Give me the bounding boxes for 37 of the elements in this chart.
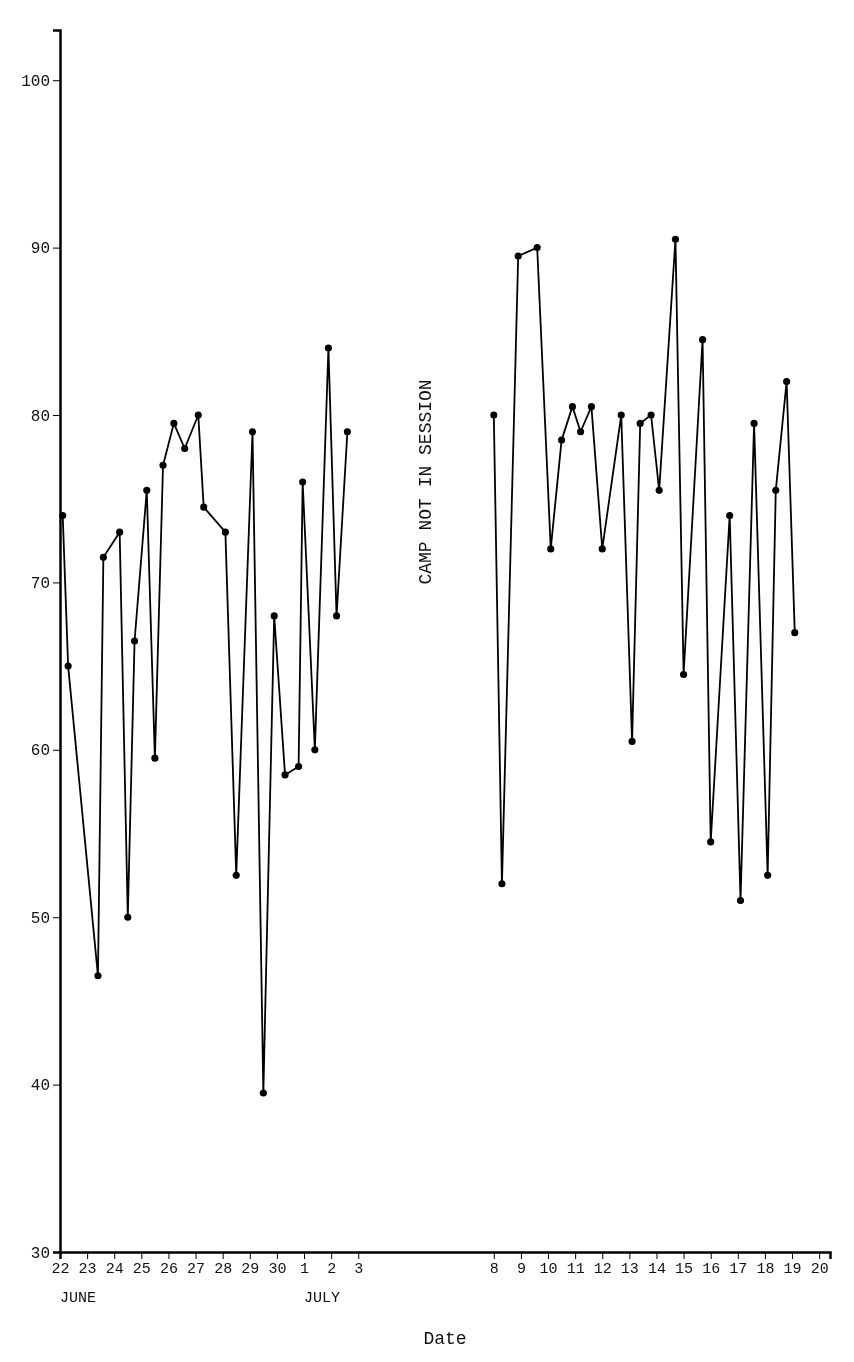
text: JUNE xyxy=(60,1290,97,1307)
y-tick-label: 80 xyxy=(30,407,50,426)
x-tick-label: 12 xyxy=(593,1260,612,1278)
x-tick-label: 10 xyxy=(539,1260,558,1278)
x-tick-label: 15 xyxy=(675,1260,694,1278)
x-tick-label: 24 xyxy=(105,1260,124,1278)
x-tick-label: 17 xyxy=(729,1260,748,1278)
x-tick-label: 16 xyxy=(702,1260,721,1278)
x-tick-label: 23 xyxy=(78,1260,97,1278)
x-tick-label: 28 xyxy=(214,1260,233,1278)
x-tick-label: 13 xyxy=(620,1260,639,1278)
y-tick-label: 100 xyxy=(21,72,50,91)
x-tick-label: 9 xyxy=(516,1260,526,1278)
y-tick-label: 50 xyxy=(30,909,50,928)
y-tick-label: 90 xyxy=(30,240,50,259)
y-tick-label: 60 xyxy=(30,742,50,761)
x-tick-label: 25 xyxy=(132,1260,151,1278)
x-tick-label: 30 xyxy=(268,1260,287,1278)
text: JULY xyxy=(304,1290,341,1307)
x-tick-label: 3 xyxy=(354,1260,364,1278)
x-tick-label: 22 xyxy=(51,1260,70,1278)
x-tick-label: 26 xyxy=(159,1260,178,1278)
x-tick-label: 2 xyxy=(327,1260,337,1278)
y-tick-label: 70 xyxy=(30,575,50,594)
x-tick-label: 8 xyxy=(489,1260,499,1278)
y-tick-label: 40 xyxy=(30,1077,50,1096)
x-tick-label: 14 xyxy=(647,1260,666,1278)
x-tick-label: 19 xyxy=(783,1260,802,1278)
annotation: CAMP NOT IN SESSION xyxy=(415,379,436,585)
x-axis-title: Date xyxy=(423,1329,467,1349)
y-tick-label: 30 xyxy=(30,1244,50,1263)
x-tick-label: 20 xyxy=(810,1260,829,1278)
x-tick-label: 27 xyxy=(187,1260,206,1278)
x-tick-label: 1 xyxy=(300,1260,310,1278)
x-tick-label: 11 xyxy=(566,1260,585,1278)
x-tick-label: 29 xyxy=(241,1260,260,1278)
x-tick-label: 18 xyxy=(756,1260,775,1278)
